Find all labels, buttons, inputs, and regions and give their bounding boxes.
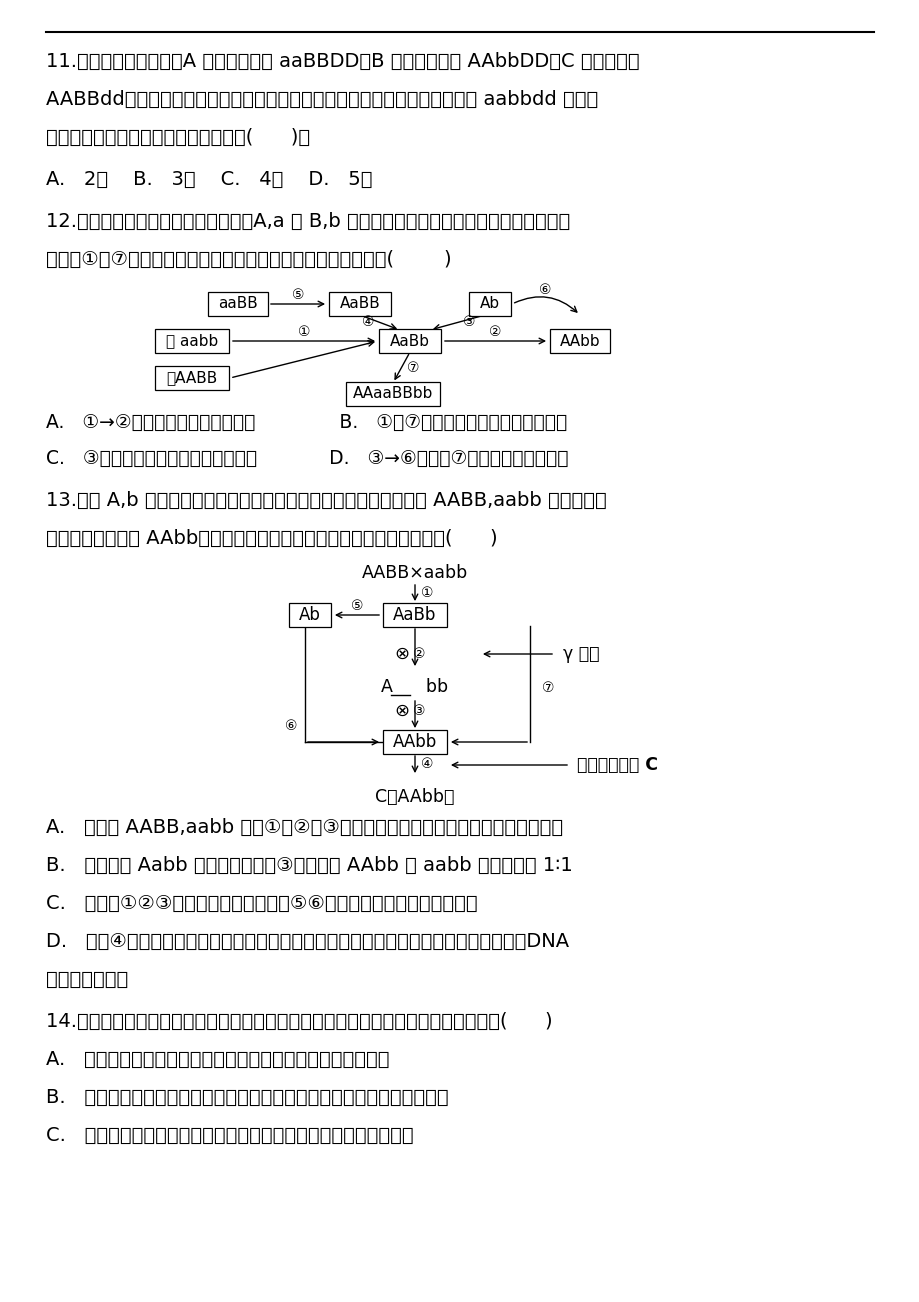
Text: A.   2年    B.   3年    C.   4年    D.   5年: A. 2年 B. 3年 C. 4年 D. 5年 (46, 171, 372, 189)
Text: AAbb: AAbb (392, 733, 437, 751)
Text: C.   与过程①②③的育种方法相比，过程⑤⑥的优势是明显缩短了育种年限: C. 与过程①②③的育种方法相比，过程⑤⑥的优势是明显缩短了育种年限 (46, 894, 477, 913)
Text: 导入抗虫基因 C: 导入抗虫基因 C (576, 756, 657, 773)
Text: A      bb: A bb (381, 678, 448, 697)
Text: ④: ④ (361, 315, 374, 329)
Text: Ab: Ab (299, 605, 321, 624)
Text: ⑤: ⑤ (291, 288, 304, 302)
Text: ⊗: ⊗ (394, 644, 409, 663)
Text: ⑦: ⑦ (541, 681, 554, 694)
Text: C.   颈和前肢长些的个体，在生存斗争中容易得到食物而生存并繁殖: C. 颈和前肢长些的个体，在生存斗争中容易得到食物而生存并繁殖 (46, 1126, 414, 1144)
FancyBboxPatch shape (346, 381, 439, 406)
FancyBboxPatch shape (154, 329, 229, 353)
Text: ②: ② (413, 647, 425, 661)
FancyBboxPatch shape (379, 329, 440, 353)
Text: ③: ③ (413, 704, 425, 717)
Text: ⊗: ⊗ (394, 702, 409, 720)
Text: ④: ④ (420, 758, 433, 772)
FancyBboxPatch shape (382, 603, 447, 628)
Text: B.   生物产生后代的数量往往超过生活环境所能承受的数量而引起生存斗争: B. 生物产生后代的数量往往超过生活环境所能承受的数量而引起生存斗争 (46, 1088, 448, 1107)
Text: γ 射线: γ 射线 (562, 644, 599, 663)
Text: ⑦: ⑦ (407, 361, 419, 375)
Text: ①: ① (420, 586, 433, 600)
Text: A.   ①→②过程简便，但培育周期长              B.   ①和⑦的变异都发生于有丝分裂间期: A. ①→②过程简便，但培育周期长 B. ①和⑦的变异都发生于有丝分裂间期 (46, 413, 567, 432)
FancyBboxPatch shape (208, 292, 267, 316)
Text: aaBB: aaBB (218, 297, 257, 311)
FancyBboxPatch shape (329, 292, 391, 316)
FancyBboxPatch shape (382, 730, 447, 754)
Text: ⑤: ⑤ (350, 599, 363, 613)
Text: D.   过程④在完成目的基因和运载体的结合时，必须用到的工具酶是限制性核酸内切酶、DNA: D. 过程④在完成目的基因和运载体的结合时，必须用到的工具酶是限制性核酸内切酶、… (46, 932, 569, 950)
Text: 14.如图所示，以长颈鹿的进化为例说明达尔文的自然选择学说。以下说法不正确的是(      ): 14.如图所示，以长颈鹿的进化为例说明达尔文的自然选择学说。以下说法不正确的是(… (46, 1012, 552, 1031)
FancyBboxPatch shape (289, 603, 331, 628)
Text: AAbb: AAbb (559, 333, 600, 349)
Text: 甲 aabb: 甲 aabb (165, 333, 218, 349)
Text: 13.假设 A,b 代表玉米的优良基因，这两种基因是自由组合的。现有 AABB,aabb 两个品种，: 13.假设 A,b 代表玉米的优良基因，这两种基因是自由组合的。现有 AABB,… (46, 491, 607, 510)
Text: 12.如下图甲、乙表示水稻两个品种，A,a 和 B,b 表示分别位于两对同源染色体上的两对等位: 12.如下图甲、乙表示水稻两个品种，A,a 和 B,b 表示分别位于两对同源染色… (46, 212, 570, 230)
Text: ①: ① (298, 326, 310, 339)
Text: AaBb: AaBb (390, 333, 429, 349)
FancyBboxPatch shape (550, 329, 609, 353)
Text: 乙AABB: 乙AABB (166, 371, 218, 385)
Text: 基因，①～⑦表示培育水稻新品种的过程，则下列说法错误的是(        ): 基因，①～⑦表示培育水稻新品种的过程，则下列说法错误的是( ) (46, 250, 451, 270)
FancyBboxPatch shape (154, 366, 229, 391)
Text: AaBB: AaBB (339, 297, 380, 311)
Text: 且每年只繁殖一代，至少需要的时间为(      )。: 且每年只繁殖一代，至少需要的时间为( )。 (46, 128, 310, 147)
Text: 为培育出优良品种 AAbb，可采用的方法如图所示，有关叙述不正确的是(      ): 为培育出优良品种 AAbb，可采用的方法如图所示，有关叙述不正确的是( ) (46, 529, 497, 548)
Text: 11.现有三个番茄品种，A 种的基因型为 aaBBDD，B 种的基因型为 AAbbDD，C 的基因型为: 11.现有三个番茄品种，A 种的基因型为 aaBBDD，B 种的基因型为 AAb… (46, 52, 639, 72)
Text: B.   基因型为 Aabb 的类型经过过程③，子代中 AAbb 与 aabb 的数量比是 1∶1: B. 基因型为 Aabb 的类型经过过程③，子代中 AAbb 与 aabb 的数… (46, 855, 573, 875)
Text: ⑥: ⑥ (285, 719, 297, 733)
Text: ②: ② (489, 326, 501, 339)
Text: AaBb: AaBb (393, 605, 437, 624)
FancyBboxPatch shape (469, 292, 510, 316)
Text: A.   长颈鹿个体之间许多性状存在差异，如颈和前肢的长短不同: A. 长颈鹿个体之间许多性状存在差异，如颈和前肢的长短不同 (46, 1049, 389, 1069)
Text: Ab: Ab (480, 297, 500, 311)
Text: 连接酶和运载体: 连接酶和运载体 (46, 970, 128, 990)
Text: AABB×aabb: AABB×aabb (361, 564, 468, 582)
Text: ③: ③ (463, 315, 475, 329)
Text: ⑥: ⑥ (539, 283, 550, 297)
Text: C.   ③过程常用的方法是花药离体培养            D.   ③→⑥过程与⑦过程的育种原理相同: C. ③过程常用的方法是花药离体培养 D. ③→⑥过程与⑦过程的育种原理相同 (46, 449, 568, 467)
Text: A.   由品种 AABB,aabb 经过①、②、③过程培育出新品种的育种方式称为杂交育种: A. 由品种 AABB,aabb 经过①、②、③过程培育出新品种的育种方式称为杂… (46, 818, 562, 837)
Text: C（AAbb）: C（AAbb） (375, 788, 454, 806)
Text: AABBdd，三种等位基因分别位于三对同源染色体上。若通过杂交育种要获得 aabbdd 植株，: AABBdd，三种等位基因分别位于三对同源染色体上。若通过杂交育种要获得 aab… (46, 90, 597, 109)
Text: AAaaBBbb: AAaaBBbb (352, 387, 433, 401)
